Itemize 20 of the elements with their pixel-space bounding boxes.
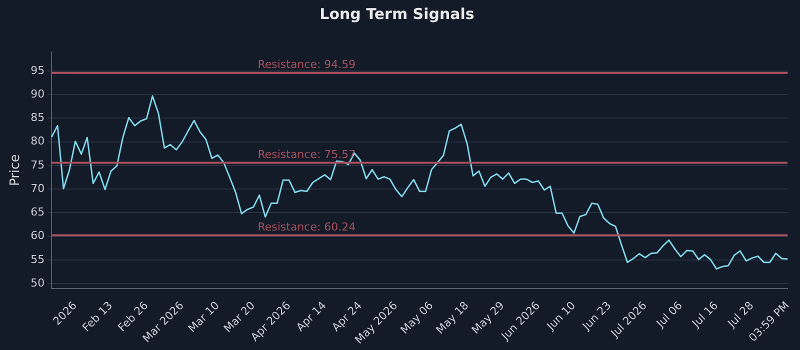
x-tick-label: Jul 06: [653, 298, 685, 331]
x-tick-label: Jun 10: [544, 298, 578, 334]
y-tick-label: 95: [30, 64, 45, 77]
x-tick-label: Apr 14: [294, 298, 329, 334]
x-tick-label: Feb 13: [80, 298, 116, 334]
y-tick-label: 85: [30, 111, 45, 124]
y-tick-label: 65: [30, 206, 45, 219]
y-tick-label: 55: [30, 252, 45, 266]
y-tick-label: 90: [30, 87, 45, 100]
y-tick-label: 50: [30, 276, 45, 290]
y-tick-label: 70: [30, 182, 45, 195]
y-tick-label: 75: [30, 158, 45, 172]
x-tick-label: Mar 10: [186, 298, 222, 336]
x-tick-label: Jul 16: [688, 298, 721, 331]
y-tick-label: 60: [30, 229, 45, 242]
y-axis-title: Price: [8, 154, 24, 186]
chart-title: Long Term Signals: [320, 4, 474, 23]
ref-line-label: Resistance: 60.24: [258, 220, 356, 234]
y-tick-label: 80: [30, 134, 45, 148]
ref-line-label: Resistance: 94.59: [258, 58, 356, 72]
